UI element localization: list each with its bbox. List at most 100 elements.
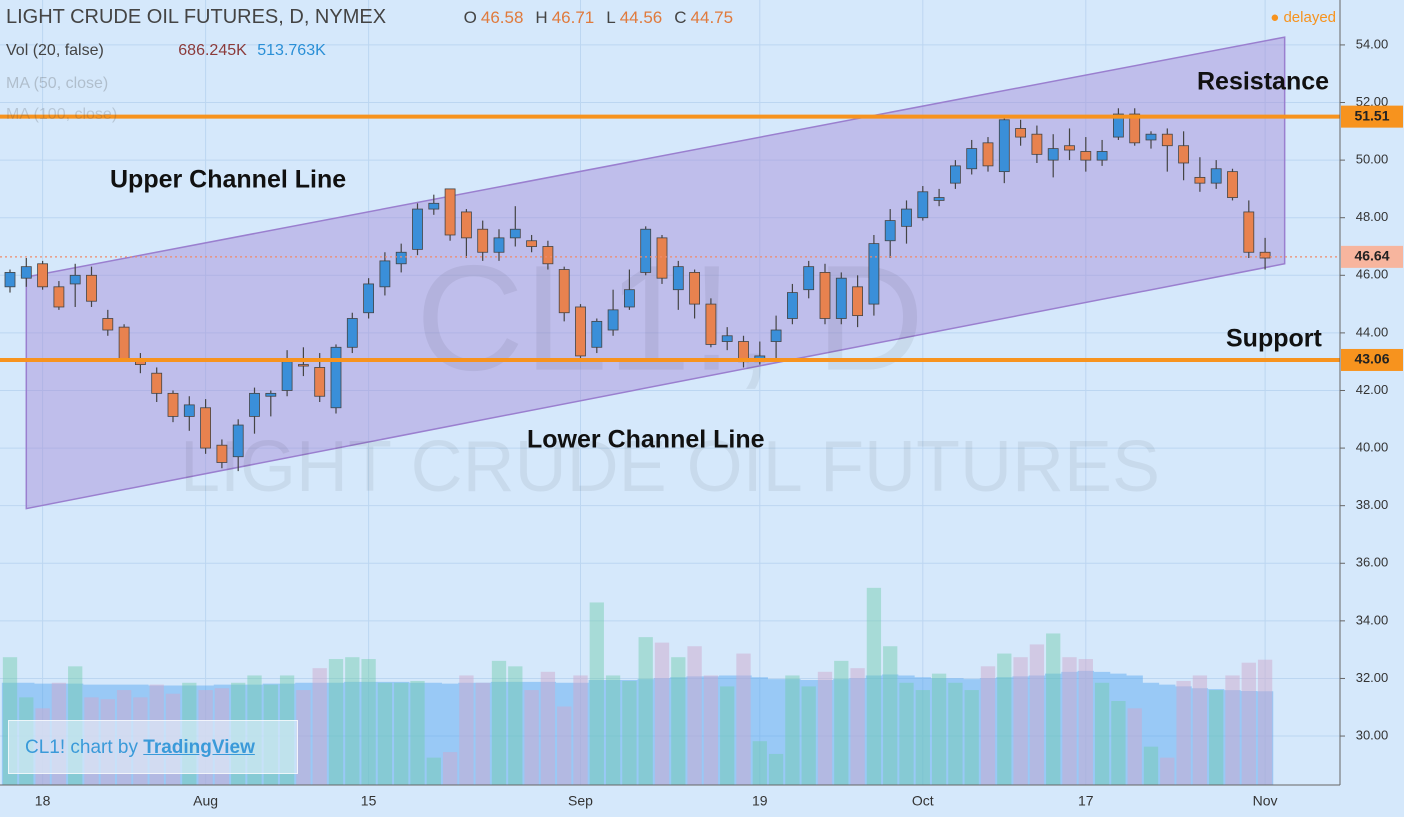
candle-body [20,266,32,279]
ohlc-key: L [606,8,616,27]
candle-body [901,208,912,227]
volume-bar [312,668,327,785]
volume-bar [720,686,735,785]
x-tick-label: Aug [193,793,218,809]
indicator-name[interactable]: Vol (20, false) [6,42,104,59]
candle-body [330,346,342,409]
volume-bar [915,690,930,785]
candle-body [819,272,831,319]
volume-bar [752,741,767,785]
candle-body [1259,251,1271,259]
candle-body [787,292,798,319]
annotation: Upper Channel Line [110,166,346,194]
candle-body [183,404,195,417]
badge-text: CL1! chart by [25,737,144,758]
candle-body [232,424,244,458]
volume-bar [557,706,572,785]
x-tick-label: 17 [1078,793,1094,809]
x-tick-label: 18 [35,793,51,809]
volume-bar [1225,675,1240,785]
ohlc-value: 44.75 [690,8,734,27]
volume-bar [622,680,637,785]
badge[interactable]: CL1! chart by TradingView [8,720,298,774]
candle-body [1243,211,1255,253]
annotation: Resistance [1197,68,1329,96]
candle-body [591,320,603,348]
candle-body [1096,151,1108,161]
volume-bar [540,671,556,785]
volume-bar [1062,657,1077,785]
candle-body [1064,145,1075,151]
y-tick-label: 42.00 [1356,382,1389,397]
volume-bar [573,675,588,785]
badge-link[interactable]: TradingView [143,737,255,758]
volume-bar [736,653,751,785]
y-tick-label: 46.00 [1356,267,1389,282]
price-label-box [1341,348,1403,371]
candle-body [803,266,815,291]
y-tick-label: 36.00 [1356,555,1389,570]
candle-body [624,289,635,308]
candle-body [1080,151,1092,161]
volume-bar [964,690,979,785]
candle-body [689,272,700,305]
candle-body [1113,113,1124,138]
candle-body [151,372,163,394]
indicator-name[interactable]: MA (100, close) [6,106,118,123]
candle-body [575,306,586,357]
candle-body [363,283,375,314]
volume-bar [654,642,670,785]
candle-body [542,246,554,265]
indicator-value: 686.245K [178,42,247,59]
candle-body [835,277,847,319]
candle-body [395,251,407,265]
candle-body [379,260,391,288]
candle-body [933,197,945,201]
ohlc-key: H [535,8,548,27]
volume-bar [883,646,898,785]
volume-bar [687,646,702,785]
x-tick-label: Sep [568,793,593,809]
candle-body [281,361,293,391]
volume-bar [605,675,621,785]
volume-bar [345,657,360,785]
candle-body [37,263,48,288]
candle-body [86,274,97,302]
volume-bar [1046,633,1061,785]
price-label: 46.64 [1354,248,1389,264]
candle-body [868,243,880,305]
candle-body [167,392,179,417]
candle-body [477,228,489,253]
watermark-symbol: CL1!, D [416,234,925,402]
candle-body [412,208,423,250]
candle-body [216,444,228,463]
candle-body [998,119,1010,173]
volume-bar [508,666,523,785]
ohlc-key: O [463,8,477,27]
volume-bar [1111,701,1126,785]
indicator: Vol (20, false) 686.245K 513.763K [6,42,326,60]
volume-bar [410,680,425,785]
ohlc-value: 46.71 [551,8,595,27]
ohlc-value: 44.56 [619,8,663,27]
y-tick-label: 38.00 [1356,497,1389,512]
volume-bar [524,690,539,785]
candle-body [917,191,929,219]
volume-bar [361,659,376,785]
candle-body [770,329,782,342]
candle-body [1145,133,1157,141]
volume-bar [1078,659,1093,785]
volume-bar [1176,680,1191,785]
volume-bar [817,671,833,785]
symbol-title[interactable]: LIGHT CRUDE OIL FUTURES, D, NYMEX [6,6,387,28]
x-tick-label: Oct [912,793,934,809]
volume-bar [768,753,784,785]
indicator-name[interactable]: MA (50, close) [6,75,109,92]
price-label-box [1341,105,1403,128]
candle-body [1178,145,1189,164]
volume-bar [1257,659,1273,785]
candle-body [297,364,309,367]
x-tick-label: Nov [1253,793,1278,809]
